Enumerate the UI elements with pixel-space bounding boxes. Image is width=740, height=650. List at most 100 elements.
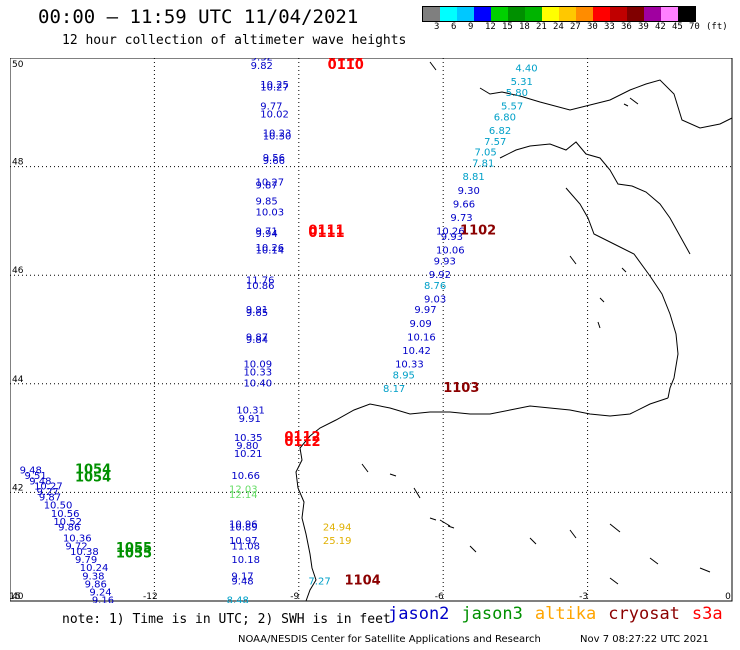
- wave-height-value: 10.25: [260, 80, 289, 91]
- pass-label: 0111: [308, 223, 344, 238]
- legend-label: 6: [451, 22, 457, 32]
- legend-swatch: [661, 7, 678, 21]
- pass-label: 1054: [75, 462, 111, 477]
- wave-height-value: 11.76: [246, 275, 275, 286]
- wave-height-value: 8.95: [393, 370, 415, 381]
- satellite-label-jason2: jason2: [388, 604, 450, 624]
- map-grid: [10, 58, 732, 601]
- legend-label: 21: [536, 22, 547, 32]
- legend-swatch: [593, 7, 610, 21]
- wave-height-value: 9.79: [75, 555, 97, 566]
- wave-height-value: 9.85: [255, 197, 277, 208]
- lat-label: 44: [12, 375, 24, 385]
- wave-height-value: 10.96: [229, 520, 258, 531]
- legend-label: 42: [655, 22, 666, 32]
- wave-height-value: 9.56: [263, 153, 285, 164]
- wave-height-value: 9.30: [458, 186, 480, 197]
- wave-height-value: 7.57: [484, 137, 506, 148]
- pass-label: 0112: [284, 435, 320, 450]
- lon-label: -6: [435, 592, 444, 602]
- wave-height-value: 3.23: [515, 58, 537, 61]
- wave-height-value: 9.93: [441, 232, 463, 243]
- pass-label: 1054: [75, 471, 111, 486]
- lon-label: -3: [579, 592, 588, 602]
- legend-label: (ft): [706, 22, 728, 32]
- legend-swatch: [423, 7, 440, 21]
- timestamp: Nov 7 08:27:22 UTC 2021: [580, 634, 709, 645]
- wave-height-value: 10.09: [243, 360, 272, 371]
- pass-label: 0112: [284, 430, 320, 445]
- wave-height-value: 5.80: [506, 88, 528, 99]
- wave-height-value: 9.72: [65, 541, 87, 552]
- page-subtitle: 12 hour collection of altimeter wave hei…: [62, 33, 407, 48]
- wave-height-value: 10.14: [255, 245, 284, 256]
- wave-height-value: 9.16: [92, 596, 114, 603]
- legend-label: 70: [689, 22, 700, 32]
- wave-height-value: 9.93: [434, 256, 456, 267]
- wave-height-value: 9.80: [236, 441, 258, 452]
- lon-label: -12: [143, 592, 158, 602]
- wave-height-value: 8.17: [383, 384, 405, 395]
- coast-north: [429, 61, 733, 129]
- legend-label: 3: [434, 22, 440, 32]
- lat-label: 40: [12, 592, 24, 602]
- lon-label: -9: [290, 592, 299, 602]
- legend-swatch: [627, 7, 644, 21]
- wave-height-value: 10.66: [231, 471, 260, 482]
- lon-label: 0: [725, 592, 731, 602]
- satellite-label-cryosat: cryosat: [608, 604, 680, 624]
- wave-height-value: 10.27: [255, 178, 284, 189]
- wave-height-value: 9.48: [29, 476, 51, 487]
- legend-swatch: [542, 7, 559, 21]
- wave-height-value: 9.87: [255, 180, 277, 191]
- legend-label: 24: [553, 22, 564, 32]
- wave-height-value: 12.03: [229, 484, 258, 495]
- wave-height-value: 10.26: [436, 226, 465, 237]
- wave-height-value: 9.71: [255, 226, 277, 237]
- coast-brittany: [499, 141, 691, 255]
- legend-swatch: [576, 7, 593, 21]
- legend-swatch: [644, 7, 661, 21]
- wave-height-value: 9.87: [39, 493, 61, 504]
- wave-height-value: 10.21: [234, 449, 263, 460]
- legend-label: 36: [621, 22, 632, 32]
- color-legend: [422, 6, 696, 22]
- satellite-label-altika: altika: [534, 604, 597, 624]
- wave-height-value: 7.81: [472, 159, 494, 170]
- wave-height-value: 10.18: [231, 555, 260, 566]
- wave-height-value: 10.40: [243, 379, 272, 390]
- legend-swatch: [559, 7, 576, 21]
- wave-height-value: 9.94: [255, 229, 277, 240]
- wave-height-value: 9.48: [231, 577, 253, 588]
- lat-label: 48: [12, 158, 24, 168]
- wave-height-value: 9.66: [263, 156, 285, 167]
- legend-swatch: [610, 7, 627, 21]
- legend-swatch: [525, 7, 542, 21]
- wave-height-value: 9.84: [246, 335, 268, 346]
- wave-height-value: 10.38: [70, 547, 99, 558]
- pass-label: 1055: [116, 541, 152, 556]
- wave-height-value: 9.91: [246, 305, 268, 316]
- wave-height-value: 9.48: [20, 465, 42, 476]
- coast-portugal: [295, 435, 317, 602]
- wave-height-value: 8.48: [227, 596, 249, 603]
- coast-islands: [361, 97, 711, 585]
- legend-swatch: [440, 7, 457, 21]
- wave-height-value: 10.06: [436, 245, 465, 256]
- satellite-legend: jason2 jason3 altika cryosat s3a: [388, 604, 735, 624]
- legend-label: 30: [587, 22, 598, 32]
- wave-height-value: 10.97: [229, 536, 258, 547]
- coast-biscay-east: [565, 187, 679, 399]
- wave-height-value: 9.91: [239, 414, 261, 425]
- wave-height-value: 9.92: [429, 270, 451, 281]
- wave-height-value: 10.33: [243, 368, 272, 379]
- legend-label: 12: [485, 22, 496, 32]
- wave-height-value: 6.82: [489, 126, 511, 137]
- wave-height-value: 9.86: [58, 522, 80, 533]
- wave-height-value: 10.35: [234, 433, 263, 444]
- wave-height-value: 10.56: [51, 509, 80, 520]
- legend-swatch: [508, 7, 525, 21]
- wave-height-value: 9.65: [246, 308, 268, 319]
- wave-height-value: 9.97: [414, 305, 436, 316]
